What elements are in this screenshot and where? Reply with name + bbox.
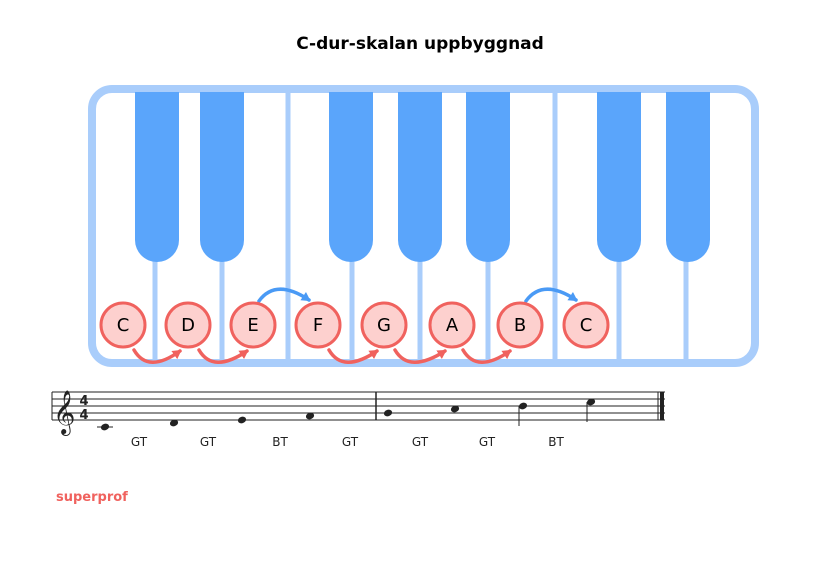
note-circle: C [562,301,610,349]
interval-label: GT [131,435,148,449]
time-signature-top: 4 [79,394,88,409]
staff-note [586,398,596,422]
interval-labels: GT GT BT GT GT GT BT [131,435,565,449]
black-key [135,92,179,262]
black-key [329,92,373,262]
staff-note [383,409,393,417]
note-circle: C [99,301,147,349]
interval-label: BT [548,435,564,449]
half-step-arrow [524,287,578,303]
interval-label: GT [412,435,429,449]
note-label: G [377,315,391,336]
whole-step-arrow [327,348,379,364]
scale-note-circles: C D E F G A B C [99,301,610,349]
note-label: B [514,315,526,336]
interval-label: GT [200,435,217,449]
half-step-arrow [257,287,311,303]
half-step-arrows [257,287,578,303]
staff-note [450,405,460,413]
black-key [398,92,442,262]
interval-label: GT [479,435,496,449]
note-label: E [247,315,258,336]
note-circle: E [229,301,277,349]
page-title: C-dur-skalan uppbyggnad [296,34,544,54]
staff-note [237,416,247,424]
music-staff [51,391,665,421]
brand-logo: superprof [56,490,128,505]
note-label: D [181,315,195,336]
staff-note [518,402,528,426]
black-key [466,92,510,262]
treble-clef-icon: 𝄞 [53,390,75,436]
note-label: F [313,315,323,336]
black-key [666,92,710,262]
whole-step-arrow [393,348,447,364]
note-circle: G [360,301,408,349]
whole-step-arrows [132,348,512,364]
interval-label: BT [272,435,288,449]
note-circle: D [164,301,212,349]
note-label: A [446,315,459,336]
interval-label: GT [342,435,359,449]
note-circle: A [428,301,476,349]
note-label: C [117,315,130,336]
staff-note [169,419,179,427]
piano-keyboard [88,85,759,367]
whole-step-arrow [461,348,512,364]
staff-note [305,412,315,420]
time-signature-bottom: 4 [79,408,88,423]
note-circle: B [496,301,544,349]
whole-step-arrow [197,348,249,364]
note-circle: F [294,301,342,349]
black-key [200,92,244,262]
whole-step-arrow [132,348,182,364]
note-label: C [580,315,593,336]
black-key [597,92,641,262]
staff-notes [97,398,596,431]
staff-note [97,423,113,431]
